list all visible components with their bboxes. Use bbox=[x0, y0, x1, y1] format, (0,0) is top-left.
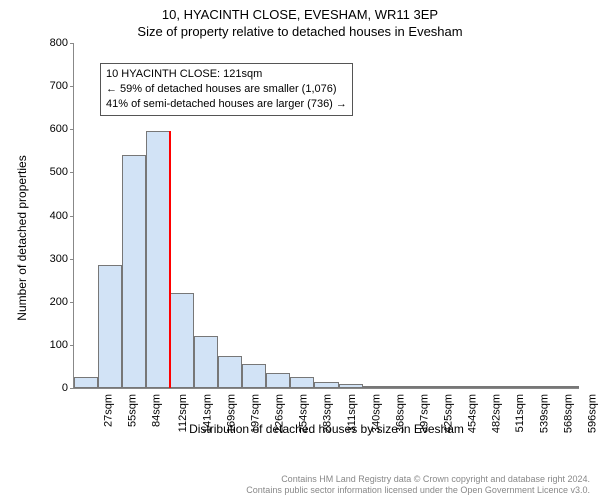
y-tick-label: 500 bbox=[50, 166, 68, 178]
y-tick-label: 600 bbox=[50, 123, 68, 135]
footer-line1: Contains HM Land Registry data © Crown c… bbox=[246, 474, 590, 485]
x-tick-label: 226sqm bbox=[274, 394, 286, 433]
chart-area: Number of detached properties Distributi… bbox=[28, 43, 588, 433]
chart-title-sub: Size of property relative to detached ho… bbox=[8, 24, 592, 39]
y-tick-label: 100 bbox=[50, 339, 68, 351]
x-tick-label: 397sqm bbox=[418, 394, 430, 433]
histogram-bar bbox=[411, 386, 435, 388]
x-tick-label: 425sqm bbox=[442, 394, 454, 433]
x-tick-label: 482sqm bbox=[490, 394, 502, 433]
y-tick bbox=[70, 172, 74, 173]
histogram-bar bbox=[242, 364, 266, 388]
chart-title-main: 10, HYACINTH CLOSE, EVESHAM, WR11 3EP bbox=[8, 7, 592, 22]
y-tick bbox=[70, 43, 74, 44]
histogram-bar bbox=[387, 386, 411, 388]
y-tick-label: 800 bbox=[50, 37, 68, 49]
x-tick-label: 539sqm bbox=[538, 394, 550, 433]
histogram-bar bbox=[459, 386, 483, 388]
x-tick-label: 368sqm bbox=[394, 394, 406, 433]
histogram-bar bbox=[435, 386, 459, 388]
histogram-bar bbox=[218, 356, 242, 388]
y-tick-label: 700 bbox=[50, 80, 68, 92]
highlight-marker bbox=[169, 131, 171, 388]
histogram-bar bbox=[531, 386, 555, 388]
x-tick-label: 454sqm bbox=[466, 394, 478, 433]
y-tick bbox=[70, 388, 74, 389]
plot-region: Distribution of detached houses by size … bbox=[73, 43, 579, 389]
x-tick-label: 311sqm bbox=[346, 394, 358, 432]
histogram-bar bbox=[146, 131, 170, 388]
x-tick-label: 568sqm bbox=[562, 394, 574, 433]
histogram-bar bbox=[555, 386, 579, 388]
x-tick-label: 112sqm bbox=[177, 394, 189, 432]
histogram-bar bbox=[314, 382, 338, 388]
footer-attribution: Contains HM Land Registry data © Crown c… bbox=[246, 474, 590, 497]
x-tick-label: 141sqm bbox=[202, 394, 214, 433]
histogram-bar bbox=[507, 386, 531, 388]
callout-box: 10 HYACINTH CLOSE: 121sqm← 59% of detach… bbox=[100, 63, 353, 116]
y-tick bbox=[70, 259, 74, 260]
y-tick-label: 400 bbox=[50, 210, 68, 222]
y-tick bbox=[70, 216, 74, 217]
y-tick-label: 300 bbox=[50, 253, 68, 265]
y-tick bbox=[70, 302, 74, 303]
x-tick-label: 197sqm bbox=[250, 394, 262, 433]
y-axis-label: Number of detached properties bbox=[15, 155, 29, 320]
y-tick-label: 200 bbox=[50, 296, 68, 308]
x-tick-label: 55sqm bbox=[127, 394, 139, 427]
histogram-bar bbox=[74, 377, 98, 388]
histogram-bar bbox=[339, 384, 363, 388]
y-tick bbox=[70, 86, 74, 87]
footer-line2: Contains public sector information licen… bbox=[246, 485, 590, 496]
y-tick-label: 0 bbox=[62, 382, 68, 394]
callout-line2: ← 59% of detached houses are smaller (1,… bbox=[106, 82, 347, 97]
histogram-bar bbox=[483, 386, 507, 388]
x-tick-label: 340sqm bbox=[370, 394, 382, 433]
histogram-bar bbox=[98, 265, 122, 388]
histogram-bar bbox=[363, 386, 387, 388]
callout-line1: 10 HYACINTH CLOSE: 121sqm bbox=[106, 67, 347, 82]
x-tick-label: 283sqm bbox=[322, 394, 334, 433]
histogram-bar bbox=[266, 373, 290, 388]
x-tick-label: 27sqm bbox=[103, 394, 115, 427]
y-tick bbox=[70, 129, 74, 130]
callout-line3: 41% of semi-detached houses are larger (… bbox=[106, 97, 347, 112]
histogram-bar bbox=[170, 293, 194, 388]
x-tick-label: 254sqm bbox=[298, 394, 310, 433]
x-tick-label: 596sqm bbox=[587, 394, 599, 433]
x-tick-label: 169sqm bbox=[226, 394, 238, 433]
y-tick bbox=[70, 345, 74, 346]
x-tick-label: 511sqm bbox=[514, 394, 526, 432]
histogram-bar bbox=[194, 336, 218, 388]
histogram-bar bbox=[290, 377, 314, 388]
x-tick-label: 84sqm bbox=[151, 394, 163, 427]
histogram-bar bbox=[122, 155, 146, 388]
